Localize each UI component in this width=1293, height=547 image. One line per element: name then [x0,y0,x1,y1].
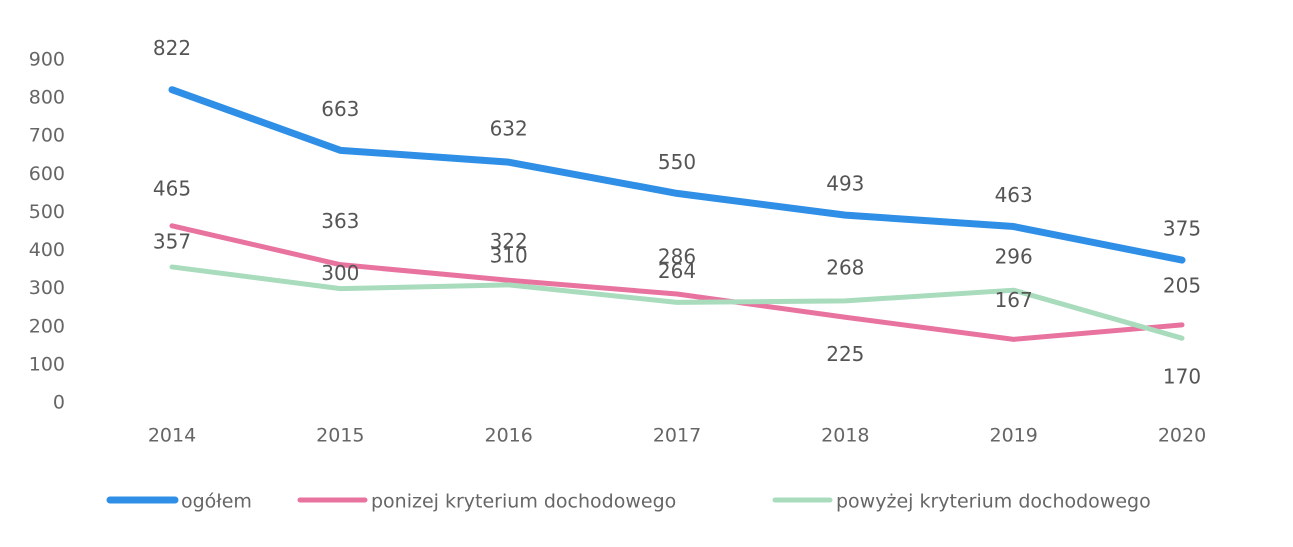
y-tick-label: 300 [29,277,65,299]
data-label: 310 [490,243,528,267]
data-label: 465 [153,176,191,200]
x-tick-label: 2017 [653,425,701,447]
data-label: 463 [995,183,1033,207]
x-tick-label: 2019 [989,425,1037,447]
legend-label: ponizej kryterium dochodowego [371,491,676,513]
data-label: 550 [658,150,696,174]
data-label: 268 [826,255,864,279]
y-tick-label: 500 [29,201,65,223]
series-line [169,223,1185,342]
data-label: 493 [826,172,864,196]
data-label: 632 [490,117,528,141]
data-label: 363 [321,209,359,233]
data-label: 296 [995,245,1033,269]
x-tick-label: 2014 [148,425,196,447]
series-line [168,86,1186,264]
y-tick-label: 400 [29,239,65,261]
data-label: 375 [1163,217,1201,241]
data-label: 286 [658,245,696,269]
x-tick-label: 2020 [1158,425,1206,447]
data-label: 822 [153,36,191,60]
data-label: 322 [490,229,528,253]
series-line [169,264,1185,341]
y-tick-label: 0 [53,392,65,414]
legend-label: ogółem [181,491,252,513]
x-tick-label: 2016 [484,425,532,447]
data-label: 663 [321,97,359,121]
data-label: 357 [153,229,191,253]
data-label: 167 [995,288,1033,312]
legend-label: powyżej kryterium dochodowego [836,491,1151,513]
y-tick-label: 200 [29,315,65,337]
data-label: 300 [321,261,359,285]
y-tick-label: 800 [29,87,65,109]
y-tick-label: 600 [29,163,65,185]
data-label: 225 [826,342,864,366]
y-tick-label: 900 [29,49,65,71]
y-tick-label: 100 [29,353,65,375]
x-tick-label: 2018 [821,425,869,447]
data-label: 170 [1163,365,1201,389]
data-label: 264 [658,259,696,283]
y-tick-label: 700 [29,125,65,147]
data-label: 205 [1163,273,1201,297]
x-tick-label: 2015 [316,425,364,447]
